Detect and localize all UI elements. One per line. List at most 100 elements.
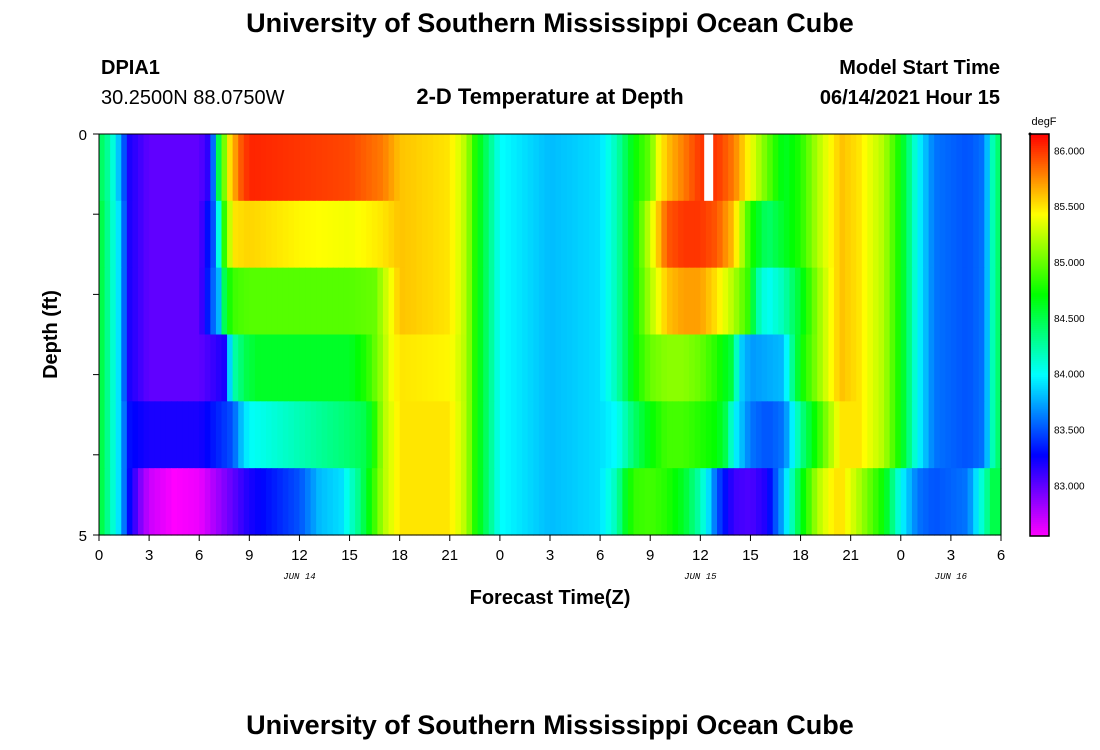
heatmap-cell [989,334,997,402]
heatmap-cell [694,200,701,269]
model-start-time: 06/14/2021 Hour 15 [819,87,1000,109]
heatmap-cell [611,468,618,536]
colorbar-swatch [1030,385,1049,388]
heatmap-cell [516,401,523,469]
heatmap-cell [143,468,150,536]
heatmap-cell [962,134,969,202]
heatmap-cell [588,134,596,202]
heatmap-cell [499,401,507,469]
heatmap-cell [833,267,841,336]
heatmap-cell [193,468,200,536]
heatmap-cell [288,200,295,269]
heatmap-cell [143,267,150,336]
heatmap-cell [627,200,635,269]
heatmap-cell [483,134,490,202]
heatmap-cell [371,134,378,202]
heatmap-cell [678,401,685,469]
heatmap-cell [382,401,390,469]
heatmap-cell [622,267,629,336]
heatmap-cell [238,267,245,336]
heatmap-cell [305,334,312,402]
heatmap-cell [249,468,256,536]
date-label: JUN 16 [935,572,968,582]
heatmap-cell [550,134,557,202]
heatmap-cell [282,401,289,469]
heatmap-cell [756,468,763,536]
heatmap-cell [321,401,328,469]
colorbar-tick-label: 83.000 [1054,481,1085,492]
heatmap-cell [733,334,740,402]
colorbar-swatch [1030,248,1049,252]
colorbar-swatch [1030,250,1049,254]
heatmap-cell [121,134,128,202]
heatmap-cell [494,200,501,269]
heatmap-cell [878,468,885,536]
heatmap-cell [928,267,935,336]
colorbar-swatch [1030,324,1049,328]
colorbar-swatch [1030,316,1049,320]
heatmap-cell [405,267,412,336]
colorbar-swatch [1030,292,1049,296]
colorbar-swatch [1030,312,1049,316]
heatmap-cell [433,267,440,336]
heatmap-cell [884,200,891,269]
heatmap-cell [722,401,729,469]
heatmap-cell [889,267,896,336]
heatmap-cell [995,134,1002,202]
x-tick-label: 18 [792,547,809,564]
heatmap-cell [204,200,211,269]
colorbar-swatch [1030,491,1049,495]
heatmap-cell [538,334,546,402]
heatmap-cell [661,401,668,469]
heatmap-cell [984,267,991,336]
heatmap-cell [260,401,267,469]
colorbar-swatch [1030,391,1049,394]
heatmap-cell [761,401,768,469]
heatmap-cell [99,334,106,402]
heatmap-cell [355,267,362,336]
colorbar-swatch [1030,286,1049,290]
x-tick-label: 6 [596,547,604,564]
colorbar-swatch [1030,208,1049,211]
heatmap-cell [505,468,512,536]
heatmap-cell [137,334,145,402]
heatmap-cell [622,468,629,536]
heatmap-cell [717,401,724,469]
heatmap-cell [672,401,679,469]
heatmap-cell [160,468,167,536]
heatmap-cell [616,468,623,536]
heatmap-cell [316,334,323,402]
heatmap-cell [962,200,969,269]
heatmap-cell [449,468,456,536]
colorbar-swatch [1030,194,1049,197]
heatmap-cell [856,134,863,202]
heatmap-cell [132,134,139,202]
heatmap-cell [605,468,612,536]
colorbar-swatch [1030,310,1049,314]
colorbar-swatch [1030,373,1049,376]
heatmap-cell [806,401,813,469]
heatmap-cell [182,134,189,202]
heatmap-cell [126,468,134,536]
heatmap-cell [327,267,334,336]
heatmap-cell [806,200,813,269]
colorbar-swatch [1030,204,1049,207]
heatmap-cell [900,134,907,202]
heatmap-cell [266,334,273,402]
heatmap-cell [561,134,568,202]
heatmap-cell [137,200,145,269]
heatmap-cell [939,468,946,536]
heatmap-cell [227,401,234,469]
heatmap-cell [561,200,568,269]
colorbar-swatch [1030,296,1049,300]
heatmap-cell [828,468,835,536]
heatmap-cell [739,200,746,269]
heatmap-cell [600,267,607,336]
heatmap-cell [978,200,985,269]
heatmap-cell [989,200,997,269]
colorbar-swatch [1030,272,1049,276]
heatmap-cell [678,334,685,402]
heatmap-cell [110,401,117,469]
heatmap-cell [806,134,813,202]
colorbar-swatch [1030,527,1049,531]
